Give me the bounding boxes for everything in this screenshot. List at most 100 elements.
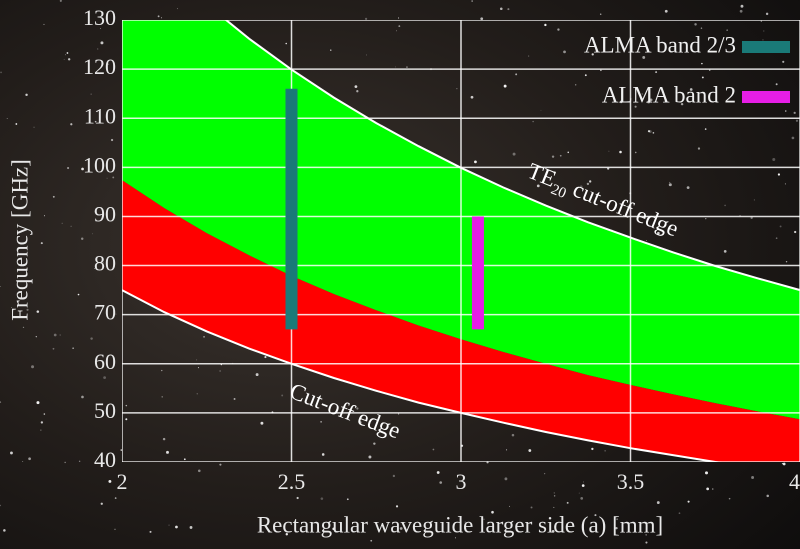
star: [70, 225, 72, 227]
star: [0, 71, 2, 74]
legend: ALMA band 2/3 ALMA band 2: [584, 32, 790, 107]
star: [599, 13, 602, 16]
star: [474, 160, 477, 164]
star: [332, 527, 336, 531]
star: [317, 525, 319, 528]
star: [285, 533, 288, 536]
y-tick-label: 70: [94, 300, 116, 325]
star: [532, 120, 534, 123]
star: [392, 474, 396, 478]
axes: 40 50 60 70 80 90 100 110 120 130 2 2.5 3 3.5 4: [83, 5, 800, 494]
star: [753, 199, 755, 201]
star: [354, 85, 358, 89]
star: [78, 460, 81, 463]
star: [65, 54, 66, 56]
y-tick-label: 120: [83, 54, 116, 79]
star: [66, 52, 69, 54]
star: [43, 413, 46, 415]
star: [70, 123, 73, 126]
star: [115, 313, 117, 315]
star: [551, 529, 555, 533]
star: [40, 429, 42, 431]
star: [346, 498, 349, 501]
star: [31, 365, 35, 369]
star: [59, 0, 62, 2]
star: [52, 195, 55, 198]
star: [705, 218, 707, 220]
star: [657, 231, 660, 235]
star: [330, 49, 332, 51]
star: [356, 407, 359, 410]
star: [635, 481, 637, 483]
star: [706, 487, 710, 491]
star: [101, 261, 104, 264]
y-tick-label: 100: [83, 152, 116, 177]
y-tick-label: 110: [84, 103, 116, 128]
star: [36, 310, 40, 313]
star: [575, 84, 577, 86]
star: [398, 413, 400, 415]
y-tick-label: 60: [94, 349, 116, 374]
star: [483, 518, 485, 520]
star: [687, 500, 690, 503]
star: [793, 111, 796, 114]
star: [647, 100, 651, 104]
star: [72, 347, 74, 350]
y-tick-label: 50: [94, 398, 116, 423]
star: [536, 184, 540, 188]
star: [53, 333, 57, 337]
star: [551, 155, 555, 158]
star: [364, 17, 368, 21]
star: [540, 109, 542, 111]
star: [728, 497, 731, 500]
star: [763, 30, 765, 32]
star: [608, 150, 610, 152]
star: [398, 17, 400, 19]
star: [125, 418, 128, 421]
star: [566, 501, 569, 504]
star: [669, 181, 671, 183]
star: [751, 476, 755, 479]
star: [704, 128, 707, 130]
star: [368, 455, 372, 459]
star: [189, 526, 193, 529]
star: [779, 225, 782, 228]
star: [775, 83, 778, 86]
star: [43, 215, 45, 217]
star: [591, 447, 594, 451]
star: [52, 347, 55, 350]
star: [96, 110, 99, 113]
star: [760, 20, 762, 22]
star: [219, 370, 222, 372]
legend-label: ALMA band 2: [602, 82, 736, 107]
star: [553, 506, 555, 508]
star: [567, 151, 570, 154]
star: [579, 185, 583, 189]
star: [61, 222, 63, 224]
star: [701, 76, 704, 79]
legend-swatch: [742, 41, 790, 53]
star: [604, 450, 606, 452]
star: [356, 90, 359, 93]
star: [395, 66, 397, 68]
star: [762, 39, 764, 41]
star: [33, 126, 35, 128]
star: [99, 28, 101, 30]
star: [616, 518, 619, 521]
star: [515, 73, 518, 76]
star: [785, 260, 788, 263]
star: [664, 9, 668, 13]
star: [432, 448, 435, 451]
star: [711, 488, 714, 490]
star: [656, 501, 660, 504]
star: [530, 506, 533, 509]
star: [296, 496, 299, 500]
star: [591, 53, 594, 56]
y-tick-label: 80: [94, 251, 116, 276]
star: [100, 502, 103, 505]
star: [166, 450, 169, 454]
star: [723, 250, 727, 253]
star: [183, 458, 186, 461]
star: [578, 492, 580, 494]
